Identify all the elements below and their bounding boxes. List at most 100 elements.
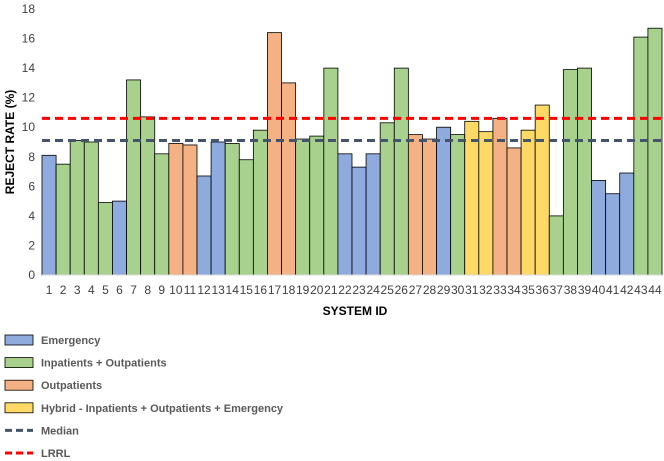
y-tick-label: 14 (22, 61, 36, 75)
bar-system-18 (281, 82, 297, 276)
x-tick-label: 15 (240, 283, 254, 297)
bar-system-40 (591, 180, 607, 276)
x-tick-label: 25 (381, 283, 395, 297)
bar-system-22 (337, 153, 353, 276)
y-axis-title: REJECT RATE (%) (3, 90, 17, 194)
x-tick-label: 31 (465, 283, 479, 297)
bar-system-28 (422, 138, 437, 276)
bar-system-13 (210, 141, 226, 276)
x-tick-label: 41 (606, 283, 620, 297)
x-tick-label: 6 (116, 283, 123, 297)
bar-system-29 (436, 126, 452, 276)
x-tick-label: 10 (169, 283, 183, 297)
x-tick-label: 24 (366, 283, 380, 297)
x-tick-label: 20 (310, 283, 324, 297)
bar-system-10 (168, 143, 184, 276)
bar-system-5 (97, 202, 113, 276)
legend-swatch-hyb (4, 402, 34, 414)
bar-system-42 (619, 172, 635, 276)
x-tick-label: 7 (130, 283, 137, 297)
bar-system-38 (562, 69, 578, 276)
x-tick-label: 21 (324, 283, 338, 297)
bar-system-14 (224, 143, 240, 276)
bar-system-2 (55, 163, 71, 276)
bar-system-12 (196, 175, 212, 276)
x-tick-label: 27 (409, 283, 423, 297)
y-axis-ticks: 0 2 4 6 8 10 12 14 16 18 (22, 2, 36, 282)
x-axis-title: SYSTEM ID (323, 304, 388, 318)
bar-system-34 (506, 147, 522, 276)
bar-system-19 (295, 138, 311, 276)
bar-system-37 (548, 215, 564, 276)
x-tick-label: 2 (60, 283, 67, 297)
x-tick-label: 5 (102, 283, 109, 297)
bar-system-26 (393, 67, 409, 276)
x-tick-label: 8 (144, 283, 151, 297)
bar-system-31 (464, 120, 480, 276)
bar-system-27 (407, 134, 423, 276)
bar-system-21 (323, 67, 339, 276)
bar-system-36 (534, 104, 550, 276)
bar-system-16 (252, 129, 268, 276)
bar-system-43 (633, 36, 649, 276)
y-tick-label: 10 (22, 120, 36, 134)
x-tick-label: 32 (479, 283, 493, 297)
x-tick-label: 36 (536, 283, 550, 297)
bar-system-20 (309, 135, 325, 276)
x-tick-label: 16 (254, 283, 268, 297)
x-tick-label: 4 (88, 283, 95, 297)
legend-swatch-io (4, 357, 34, 369)
y-tick-label: 18 (22, 2, 36, 16)
y-tick-label: 2 (28, 238, 35, 252)
y-tick-label: 12 (22, 91, 36, 105)
bar-system-35 (520, 129, 536, 276)
x-tick-label: 18 (282, 283, 296, 297)
x-tick-label: 34 (507, 283, 521, 297)
bar-system-15 (238, 159, 254, 276)
x-tick-label: 33 (493, 283, 507, 297)
legend-label: Outpatients (41, 380, 102, 392)
x-tick-label: 17 (268, 283, 282, 297)
legend-label: LRRL (41, 448, 71, 460)
y-tick-label: 8 (28, 150, 35, 164)
bar-system-23 (351, 166, 367, 276)
x-tick-label: 14 (226, 283, 240, 297)
x-tick-label: 42 (620, 283, 634, 297)
bar-system-30 (450, 134, 466, 276)
x-tick-label: 44 (648, 283, 662, 297)
y-tick-label: 6 (28, 179, 35, 193)
bar-system-6 (112, 200, 127, 276)
bar-system-41 (605, 193, 621, 276)
legend-swatch-out (4, 379, 34, 391)
bar-system-1 (41, 154, 57, 276)
x-tick-label: 12 (197, 283, 211, 297)
y-tick-label: 4 (28, 209, 35, 223)
x-tick-label: 28 (423, 283, 437, 297)
x-tick-label: 29 (437, 283, 451, 297)
y-tick-label: 0 (28, 268, 35, 282)
legend: Emergency Inpatients + Outpatients Outpati… (4, 334, 284, 460)
legend-label: Median (41, 425, 79, 437)
bar-system-24 (365, 153, 381, 276)
x-tick-label: 13 (211, 283, 225, 297)
x-tick-label: 22 (338, 283, 352, 297)
bar-system-7 (126, 79, 142, 276)
bar-system-4 (83, 141, 99, 276)
x-tick-label: 39 (578, 283, 592, 297)
bar-system-32 (478, 131, 494, 276)
bar-system-25 (379, 122, 395, 276)
bar-system-39 (577, 67, 592, 276)
bar-system-44 (647, 27, 663, 276)
x-tick-label: 38 (564, 283, 578, 297)
bar-system-11 (182, 144, 198, 276)
bars (41, 27, 663, 276)
legend-label: Emergency (41, 335, 101, 347)
x-tick-label: 37 (550, 283, 564, 297)
bar-system-3 (69, 140, 85, 276)
bar-system-17 (267, 32, 282, 276)
x-tick-label: 9 (158, 283, 165, 297)
legend-label: Hybrid - Inpatients + Outpatients + Emer… (41, 403, 284, 415)
x-axis-ticks: 1 2 3 4 5 6 7 8 9 10 11 12 13 14 15 16 17 18 19 20 21 22 23 24 2… (46, 283, 662, 297)
